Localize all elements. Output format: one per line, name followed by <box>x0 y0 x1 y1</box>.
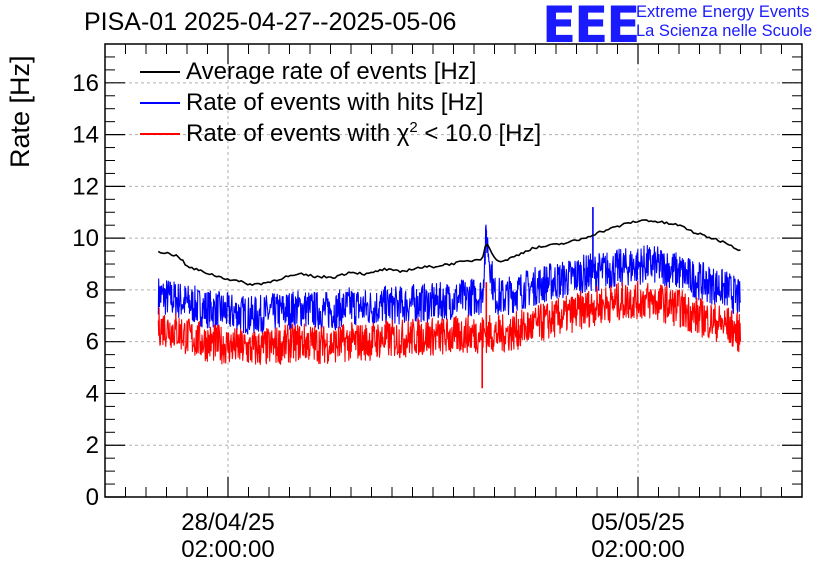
logo-caption-line1: Extreme Energy Events <box>636 3 810 21</box>
legend-entry-average: Average rate of events [Hz] <box>140 56 541 87</box>
chi2-rate-line <box>157 280 742 366</box>
legend-label-average: Average rate of events [Hz] <box>186 57 477 85</box>
y-tick-label: 0 <box>86 484 99 511</box>
y-axis-label: Rate [Hz] <box>5 55 35 168</box>
y-tick-label: 12 <box>72 173 99 200</box>
x-tick-label-time: 02:00:00 <box>591 536 685 563</box>
x-tick-label: 05/05/25 02:00:00 <box>568 509 708 563</box>
legend-swatch-average <box>140 70 180 73</box>
hits-rate-line <box>157 224 742 335</box>
y-tick-label: 16 <box>72 70 99 97</box>
chart-title: PISA-01 2025-04-27--2025-05-06 <box>84 8 457 36</box>
legend-label-hits: Rate of events with hits [Hz] <box>186 88 484 116</box>
logo-caption-line2: La Scienza nelle Scuole <box>636 22 813 40</box>
legend-entry-chi2: Rate of events with χ2 < 10.0 [Hz] <box>140 118 541 149</box>
legend-label-chi2-main: Rate of events with <box>186 120 397 147</box>
legend: Average rate of events [Hz] Rate of even… <box>140 56 541 149</box>
series-layer <box>157 207 742 389</box>
legend-label-chi2: Rate of events with χ2 < 10.0 [Hz] <box>186 119 541 148</box>
legend-swatch-hits <box>140 101 180 104</box>
eee-logo: EEE <box>542 0 640 54</box>
y-tick-label: 4 <box>86 380 99 407</box>
y-tick-label: 6 <box>86 329 99 356</box>
y-tick-label: 2 <box>86 432 99 459</box>
x-tick-label: 28/04/25 02:00:00 <box>158 509 298 563</box>
x-tick-label-time: 02:00:00 <box>181 536 275 563</box>
legend-label-chi2-tail: < 10.0 [Hz] <box>417 120 542 147</box>
legend-label-chi2-symbol: χ <box>396 120 410 147</box>
legend-label-chi2-sup: 2 <box>409 119 418 136</box>
y-tick-label: 8 <box>86 277 99 304</box>
x-tick-label-date: 28/04/25 <box>181 509 275 536</box>
legend-entry-hits: Rate of events with hits [Hz] <box>140 87 541 118</box>
y-tick-label: 14 <box>72 122 99 149</box>
axis-ticks: 0 2 4 6 8 10 12 14 16 <box>72 43 803 511</box>
grid <box>105 44 802 497</box>
average-rate-line <box>157 219 741 286</box>
x-tick-label-date: 05/05/25 <box>591 509 685 536</box>
legend-swatch-chi2 <box>140 132 180 135</box>
logo-caption: Extreme Energy Events La Scienza nelle S… <box>636 3 812 41</box>
y-tick-label: 10 <box>72 225 99 252</box>
